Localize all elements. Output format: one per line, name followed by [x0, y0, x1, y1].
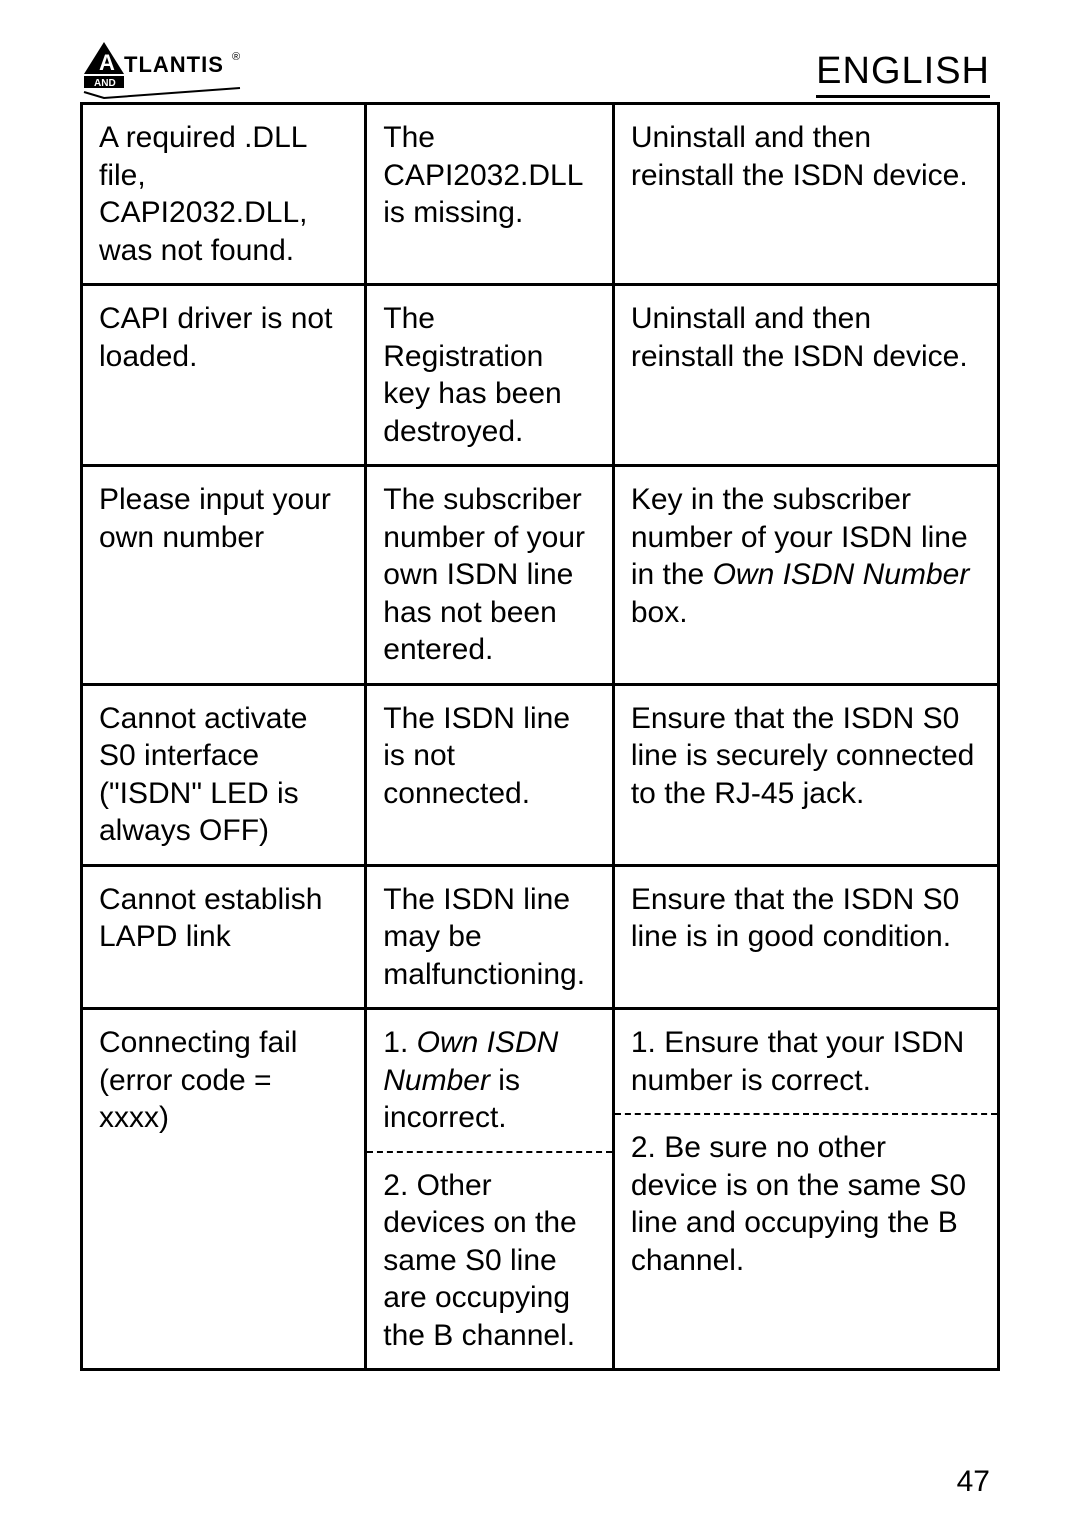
problem-cell: CAPI driver is not loaded.: [82, 285, 366, 466]
cause-cell: The CAPI2032.DLL is missing.: [366, 104, 614, 285]
problem-cell: Cannot activate S0 interface ("ISDN" LED…: [82, 684, 366, 865]
cause-cell: 1. Own ISDN Number is incorrect. 2. Othe…: [366, 1009, 614, 1370]
table-row: Cannot establish LAPD link The ISDN line…: [82, 865, 999, 1009]
logo-brand: TLANTIS: [124, 52, 224, 77]
problem-cell: A required .DLL file, CAPI2032.DLL, was …: [82, 104, 366, 285]
svg-text:®: ®: [232, 51, 240, 63]
svg-text:AND: AND: [94, 78, 116, 89]
cause-cell: The ISDN line is not connected.: [366, 684, 614, 865]
solution-cell: Uninstall and then reinstall the ISDN de…: [613, 104, 998, 285]
solution-cell: Ensure that the ISDN S0 line is securely…: [613, 684, 998, 865]
cause-cell: The ISDN line may be malfunctioning.: [366, 865, 614, 1009]
cause-cell: The subscriber number of your own ISDN l…: [366, 466, 614, 685]
logo: A TLANTIS ® AND: [80, 40, 250, 102]
table-row: Cannot activate S0 interface ("ISDN" LED…: [82, 684, 999, 865]
cause-cell: The Registration key has been destroyed.: [366, 285, 614, 466]
table-row: CAPI driver is not loaded. The Registrat…: [82, 285, 999, 466]
language-label: ENGLISH: [816, 50, 990, 98]
solution-cell: Key in the subscriber number of your ISD…: [613, 466, 998, 685]
page-number: 47: [957, 1465, 990, 1499]
solution-cell: 1. Ensure that your ISDN number is corre…: [613, 1009, 998, 1370]
table-row: A required .DLL file, CAPI2032.DLL, was …: [82, 104, 999, 285]
problem-cell: Please input your own number: [82, 466, 366, 685]
solution-cell: Uninstall and then reinstall the ISDN de…: [613, 285, 998, 466]
logo-a: A: [99, 50, 115, 75]
problem-cell: Cannot establish LAPD link: [82, 865, 366, 1009]
table-row: Please input your own number The subscri…: [82, 466, 999, 685]
table-row: Connecting fail (error code = xxxx) 1. O…: [82, 1009, 999, 1370]
troubleshooting-table: A required .DLL file, CAPI2032.DLL, was …: [80, 102, 1000, 1371]
problem-cell: Connecting fail (error code = xxxx): [82, 1009, 366, 1370]
solution-cell: Ensure that the ISDN S0 line is in good …: [613, 865, 998, 1009]
